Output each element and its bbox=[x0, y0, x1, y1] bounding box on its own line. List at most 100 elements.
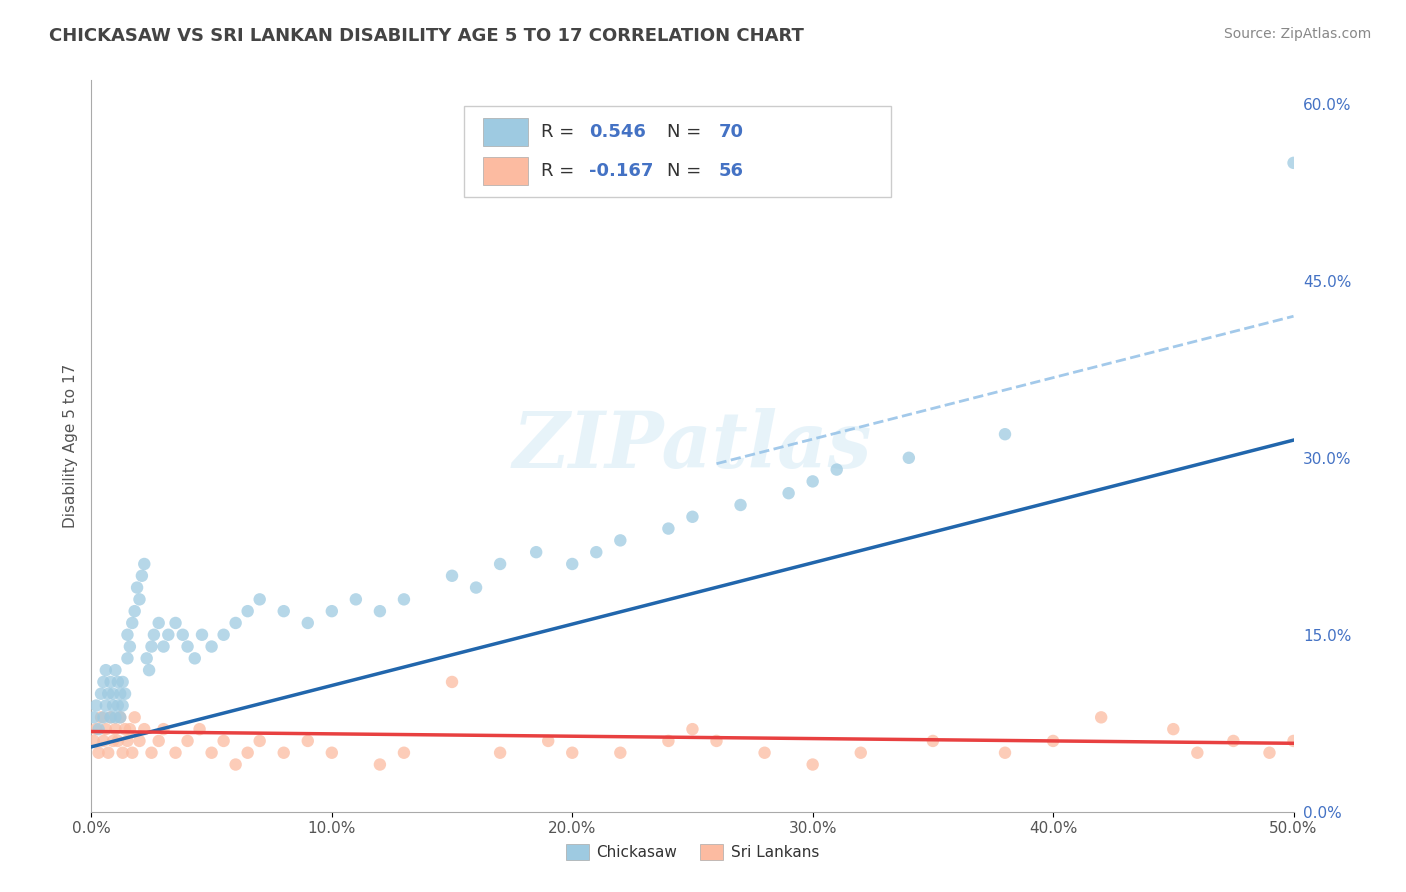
Point bbox=[110, 687, 132, 701]
Point bbox=[368, 604, 391, 618]
Point bbox=[100, 710, 122, 724]
Point bbox=[134, 722, 156, 736]
Point bbox=[994, 746, 1017, 760]
Point bbox=[100, 675, 122, 690]
Point bbox=[225, 615, 247, 630]
Point bbox=[111, 675, 134, 690]
Point bbox=[489, 746, 512, 760]
Legend: Chickasaw, Sri Lankans: Chickasaw, Sri Lankans bbox=[560, 838, 825, 866]
Point bbox=[825, 462, 848, 476]
Point bbox=[188, 722, 211, 736]
Point bbox=[111, 746, 134, 760]
Text: N =: N = bbox=[668, 123, 707, 141]
Point bbox=[172, 628, 194, 642]
Point bbox=[165, 746, 187, 760]
Point bbox=[273, 604, 295, 618]
Point bbox=[128, 592, 150, 607]
Point bbox=[801, 757, 824, 772]
Point bbox=[83, 734, 105, 748]
Point bbox=[90, 710, 112, 724]
Text: 56: 56 bbox=[718, 162, 744, 180]
Point bbox=[110, 710, 132, 724]
Point bbox=[94, 663, 117, 677]
Point bbox=[249, 734, 271, 748]
Point bbox=[440, 568, 463, 582]
Point bbox=[107, 734, 129, 748]
Point bbox=[897, 450, 920, 465]
Point bbox=[681, 509, 703, 524]
Point bbox=[681, 722, 703, 736]
Point bbox=[93, 710, 115, 724]
FancyBboxPatch shape bbox=[484, 157, 527, 186]
Point bbox=[225, 757, 247, 772]
Point bbox=[392, 592, 415, 607]
Point bbox=[152, 722, 174, 736]
Point bbox=[124, 604, 146, 618]
Point bbox=[152, 640, 174, 654]
Point bbox=[101, 698, 124, 713]
Point bbox=[83, 710, 105, 724]
Text: R =: R = bbox=[541, 123, 581, 141]
Point bbox=[344, 592, 367, 607]
Point bbox=[90, 687, 112, 701]
Point bbox=[440, 675, 463, 690]
Point bbox=[561, 746, 583, 760]
Point bbox=[1222, 734, 1244, 748]
Point bbox=[101, 734, 124, 748]
Point bbox=[121, 615, 143, 630]
Point bbox=[93, 675, 115, 690]
Point bbox=[114, 687, 136, 701]
Point bbox=[124, 710, 146, 724]
Point bbox=[191, 628, 214, 642]
Point bbox=[657, 734, 679, 748]
Point bbox=[1258, 746, 1281, 760]
Point bbox=[212, 628, 235, 642]
FancyBboxPatch shape bbox=[484, 118, 527, 146]
Point bbox=[585, 545, 607, 559]
Point bbox=[321, 604, 343, 618]
Point bbox=[609, 533, 631, 548]
Point bbox=[107, 675, 129, 690]
Point bbox=[93, 734, 115, 748]
Point bbox=[297, 734, 319, 748]
Point bbox=[131, 568, 153, 582]
Point bbox=[465, 581, 488, 595]
Point bbox=[111, 698, 134, 713]
Point bbox=[148, 615, 170, 630]
Point bbox=[1090, 710, 1112, 724]
Point bbox=[657, 522, 679, 536]
Point bbox=[212, 734, 235, 748]
Point bbox=[135, 651, 157, 665]
Point bbox=[84, 722, 107, 736]
Point bbox=[201, 640, 224, 654]
Point bbox=[801, 475, 824, 489]
Point bbox=[117, 734, 139, 748]
Point bbox=[87, 746, 110, 760]
Point bbox=[754, 746, 776, 760]
Point bbox=[524, 545, 547, 559]
Point bbox=[489, 557, 512, 571]
Point bbox=[101, 687, 124, 701]
Point bbox=[778, 486, 800, 500]
Point bbox=[609, 746, 631, 760]
Point bbox=[128, 734, 150, 748]
Point bbox=[104, 722, 127, 736]
Text: Source: ZipAtlas.com: Source: ZipAtlas.com bbox=[1223, 27, 1371, 41]
Point bbox=[537, 734, 560, 748]
Point bbox=[321, 746, 343, 760]
Point bbox=[236, 746, 259, 760]
Point bbox=[97, 687, 120, 701]
Point bbox=[730, 498, 752, 512]
Point bbox=[1042, 734, 1064, 748]
Point bbox=[922, 734, 945, 748]
Text: -0.167: -0.167 bbox=[589, 162, 654, 180]
Text: N =: N = bbox=[668, 162, 707, 180]
Point bbox=[273, 746, 295, 760]
Point bbox=[184, 651, 207, 665]
Point bbox=[125, 581, 148, 595]
Point bbox=[157, 628, 180, 642]
Text: CHICKASAW VS SRI LANKAN DISABILITY AGE 5 TO 17 CORRELATION CHART: CHICKASAW VS SRI LANKAN DISABILITY AGE 5… bbox=[49, 27, 804, 45]
Point bbox=[176, 640, 198, 654]
Point bbox=[1187, 746, 1209, 760]
Point bbox=[236, 604, 259, 618]
